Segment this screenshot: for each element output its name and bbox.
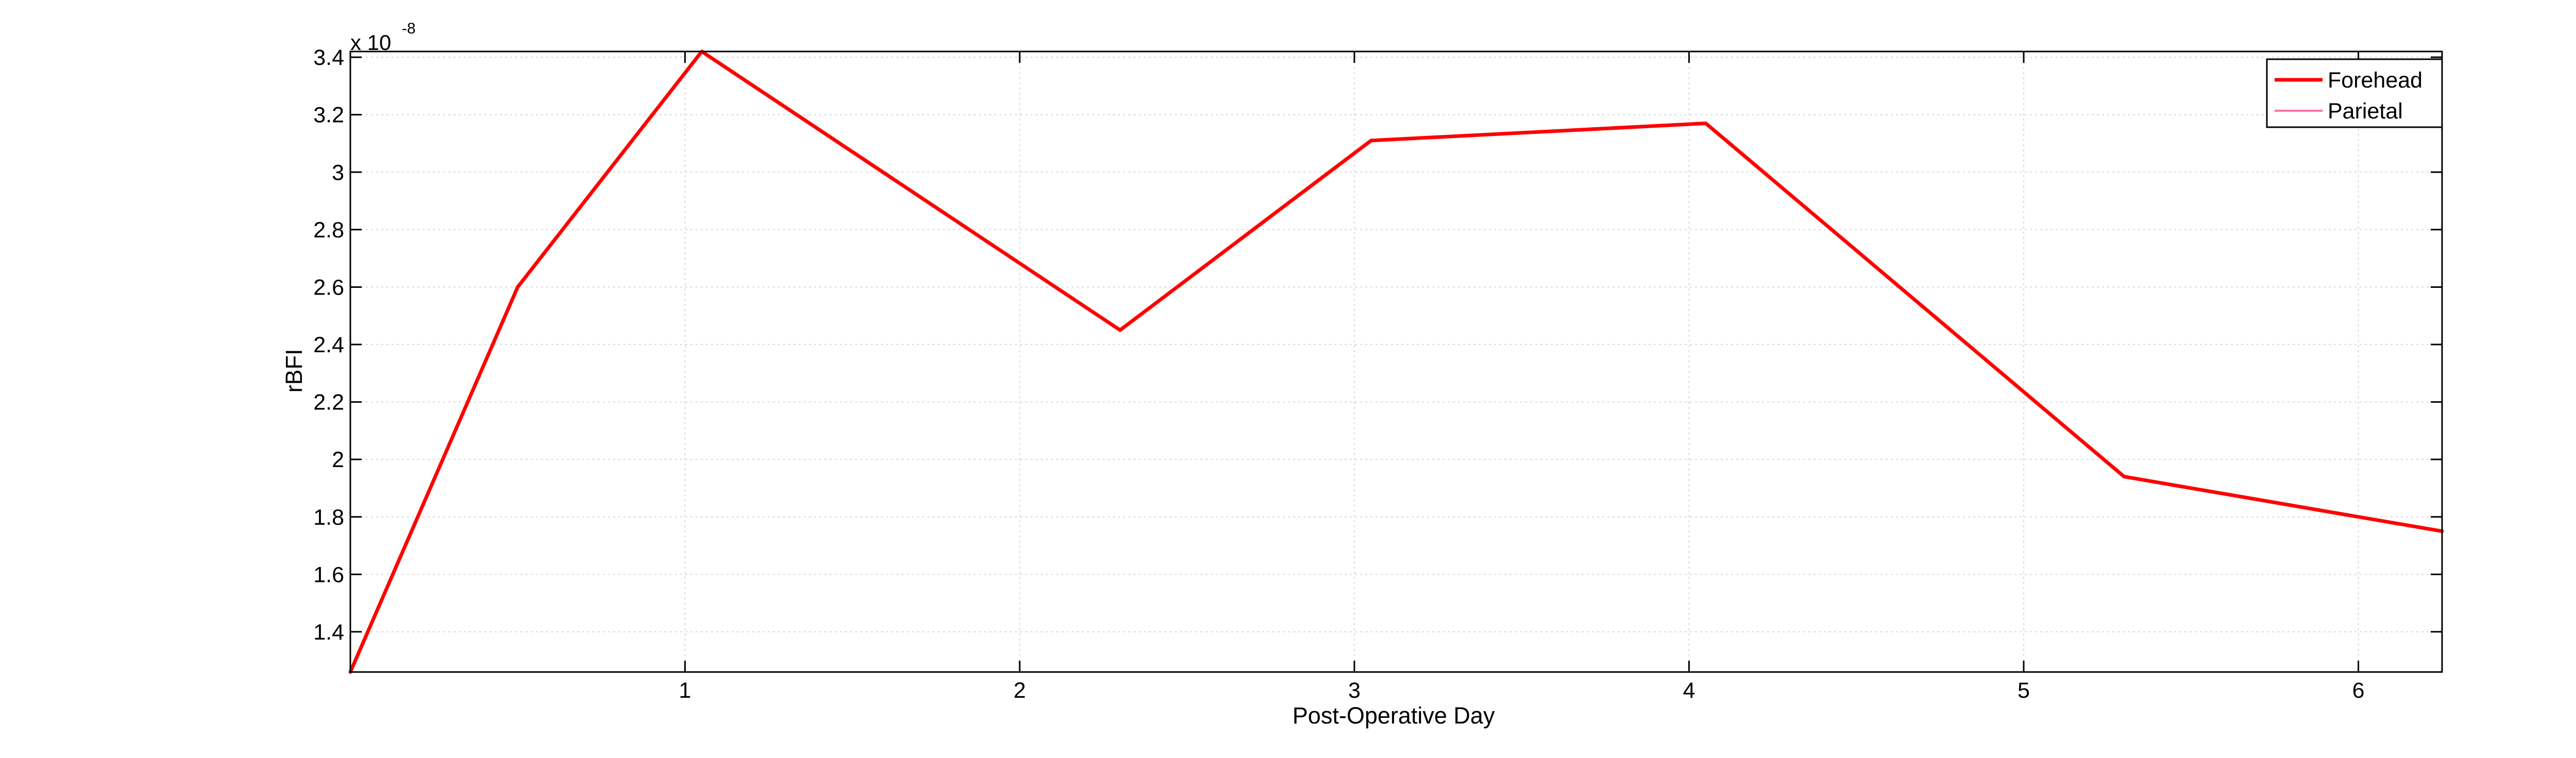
y-tick-label: 2.2 — [313, 390, 344, 415]
legend-label-forehead: Forehead — [2328, 68, 2422, 93]
y-multiplier-base: x 10 — [350, 30, 391, 55]
axes — [349, 50, 2443, 673]
y-multiplier: x 10 -8 — [350, 20, 416, 55]
legend-box — [2266, 58, 2443, 128]
x-tick-label: 6 — [2352, 678, 2365, 703]
legend: Forehead Parietal — [2266, 58, 2443, 128]
y-tick-label: 2.6 — [313, 275, 344, 300]
x-axis-label: Post-Operative Day — [1293, 702, 1495, 729]
x-tick-label: 5 — [2018, 678, 2030, 703]
y-tick-label: 3.4 — [313, 45, 344, 70]
y-tick-label: 2.4 — [313, 333, 344, 357]
gridlines — [350, 51, 2442, 672]
plot-frame — [349, 50, 2443, 673]
y-tick-label: 3 — [332, 160, 344, 185]
y-tick-label: 2.8 — [313, 218, 344, 243]
x-tick-label: 2 — [1013, 678, 1026, 703]
y-tick-label: 1.6 — [313, 562, 344, 587]
y-multiplier-exponent: -8 — [402, 20, 416, 37]
series-line-forehead — [348, 49, 2444, 674]
series-lines — [348, 49, 2444, 674]
y-tick-label: 1.4 — [313, 620, 344, 645]
tick-labels: 1 2 3 4 5 6 1.4 1.6 1.8 2 2.2 2.4 2.6 2.8 3 3.2 3.4 — [313, 45, 2364, 703]
legend-label-parietal: Parietal — [2328, 99, 2403, 124]
x-tick-label: 3 — [1348, 678, 1361, 703]
x-tick-label: 1 — [679, 678, 691, 703]
y-axis-label: rBFI — [281, 349, 307, 393]
y-tick-label: 2 — [332, 447, 344, 472]
x-tick-label: 4 — [1683, 678, 1695, 703]
y-tick-label: 1.8 — [313, 505, 344, 530]
y-tick-label: 3.2 — [313, 103, 344, 128]
